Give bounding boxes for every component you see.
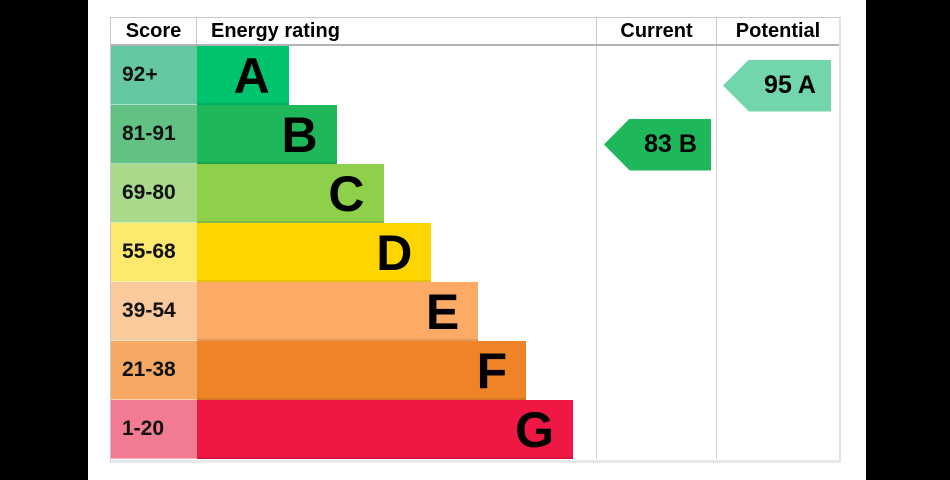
band-score-range: 81-91 bbox=[111, 105, 197, 164]
band-bar-area: F bbox=[197, 341, 597, 400]
band-row: 55-68 D bbox=[111, 223, 839, 282]
band-letter: F bbox=[476, 342, 508, 399]
band-bar-area: G bbox=[197, 400, 597, 459]
band-row: 21-38 F bbox=[111, 341, 839, 400]
current-rating-label: 83 B bbox=[644, 130, 697, 158]
band-score-range: 92+ bbox=[111, 46, 197, 105]
band-bar: G bbox=[197, 400, 574, 459]
epc-table: Score Energy rating Current Potential 92… bbox=[110, 17, 841, 463]
current-column-cell bbox=[597, 164, 717, 223]
band-row: 69-80 C bbox=[111, 164, 839, 223]
header-energy-rating: Energy rating bbox=[197, 18, 597, 44]
header-score: Score bbox=[111, 18, 197, 44]
band-row: 92+ A bbox=[111, 46, 839, 105]
current-column-cell bbox=[597, 223, 717, 282]
band-bar: E bbox=[197, 282, 479, 341]
band-bar: F bbox=[197, 341, 527, 400]
potential-column-cell bbox=[717, 282, 839, 341]
band-bar-area: C bbox=[197, 164, 597, 223]
potential-column-cell bbox=[717, 223, 839, 282]
current-column-cell bbox=[597, 105, 717, 164]
band-score-range: 55-68 bbox=[111, 223, 197, 282]
table-header: Score Energy rating Current Potential bbox=[111, 18, 839, 46]
band-bar: B bbox=[197, 105, 337, 164]
current-column-cell bbox=[597, 400, 717, 459]
current-column-cell bbox=[597, 46, 717, 105]
band-row: 39-54 E bbox=[111, 282, 839, 341]
band-bar: C bbox=[197, 164, 384, 223]
header-current: Current bbox=[597, 18, 717, 44]
band-score-range: 69-80 bbox=[111, 164, 197, 223]
band-bar: A bbox=[197, 46, 289, 105]
potential-column-cell bbox=[717, 400, 839, 459]
band-bar: D bbox=[197, 223, 432, 282]
band-bar-area: B bbox=[197, 105, 597, 164]
potential-rating-label: 95 A bbox=[764, 71, 816, 99]
band-letter: C bbox=[328, 165, 365, 222]
band-letter: D bbox=[376, 224, 413, 281]
header-potential: Potential bbox=[735, 19, 821, 42]
potential-column-cell bbox=[717, 341, 839, 400]
band-letter: E bbox=[425, 283, 460, 340]
current-rating-arrow: 83 B bbox=[604, 118, 711, 171]
potential-rating-arrow: 95 A bbox=[723, 59, 831, 112]
current-column-cell bbox=[597, 282, 717, 341]
chart-panel: Score Energy rating Current Potential 92… bbox=[88, 0, 866, 480]
band-row: 1-20 G bbox=[111, 400, 839, 459]
band-letter: A bbox=[233, 47, 270, 104]
band-row: 81-91 B bbox=[111, 105, 839, 164]
band-score-range: 1-20 bbox=[111, 400, 197, 459]
band-score-range: 39-54 bbox=[111, 282, 197, 341]
current-column-cell bbox=[597, 341, 717, 400]
band-letter: B bbox=[281, 106, 318, 163]
potential-column-cell bbox=[717, 105, 839, 164]
band-bar-area: A bbox=[197, 46, 597, 105]
band-bar-area: D bbox=[197, 223, 597, 282]
potential-column-cell bbox=[717, 164, 839, 223]
band-bar-area: E bbox=[197, 282, 597, 341]
band-rows: 92+ A 81-91 B 69-80 C 55-68 bbox=[111, 46, 839, 459]
band-letter: G bbox=[515, 401, 555, 458]
band-score-range: 21-38 bbox=[111, 341, 197, 400]
